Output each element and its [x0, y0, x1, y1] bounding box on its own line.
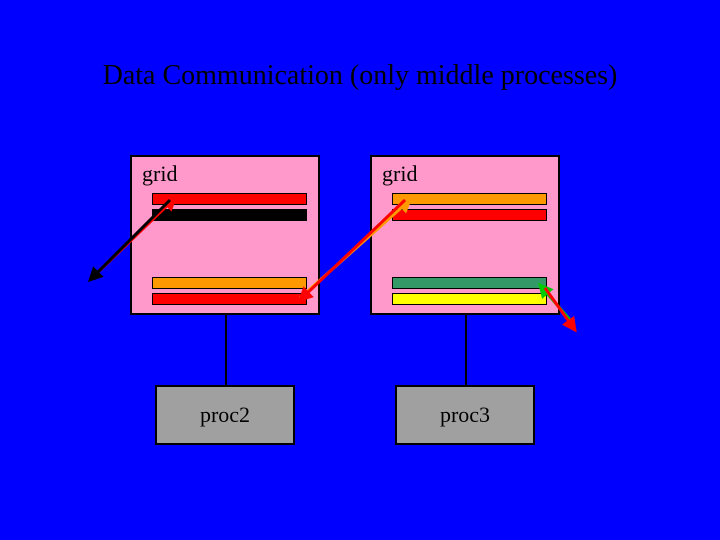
grid-band: [392, 209, 547, 221]
connector-left: [225, 315, 227, 385]
proc-box-2: proc2: [155, 385, 295, 445]
proc-box-3: proc3: [395, 385, 535, 445]
grid-panel-left: grid: [130, 155, 320, 315]
grid-band: [392, 193, 547, 205]
proc-label-2: proc2: [200, 402, 250, 428]
proc-label-3: proc3: [440, 402, 490, 428]
grid-band: [392, 277, 547, 289]
grid-band: [152, 193, 307, 205]
grid-label-left: grid: [142, 161, 177, 187]
grid-panel-right: grid: [370, 155, 560, 315]
grid-band: [392, 293, 547, 305]
grid-label-right: grid: [382, 161, 417, 187]
connector-right: [465, 315, 467, 385]
grid-band: [152, 277, 307, 289]
grid-band: [152, 293, 307, 305]
slide: { "title": "Data Communication (only mid…: [0, 0, 720, 540]
grid-band: [152, 209, 307, 221]
slide-title: Data Communication (only middle processe…: [0, 60, 720, 92]
